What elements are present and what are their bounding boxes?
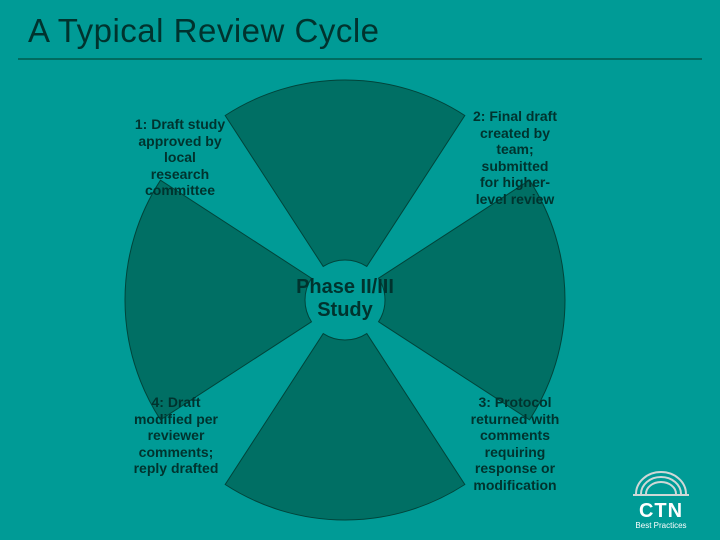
logo-subtext: Best Practices <box>616 521 706 530</box>
step-3-label: 3: Protocolreturned withcommentsrequirin… <box>445 394 585 493</box>
logo-text: CTN <box>616 500 706 523</box>
step-2-label: 2: Final draftcreated byteam;submittedfo… <box>445 108 585 207</box>
ctn-logo: CTN Best Practices <box>616 464 706 530</box>
slide: A Typical Review Cycle Phase II/IIIStudy… <box>0 0 720 540</box>
step-1-label: 1: Draft studyapproved bylocalresearchco… <box>110 116 250 199</box>
logo-arcs-icon <box>631 464 691 498</box>
step-4-label: 4: Draftmodified perreviewercomments;rep… <box>106 394 246 477</box>
center-label: Phase II/IIIStudy <box>255 276 435 322</box>
